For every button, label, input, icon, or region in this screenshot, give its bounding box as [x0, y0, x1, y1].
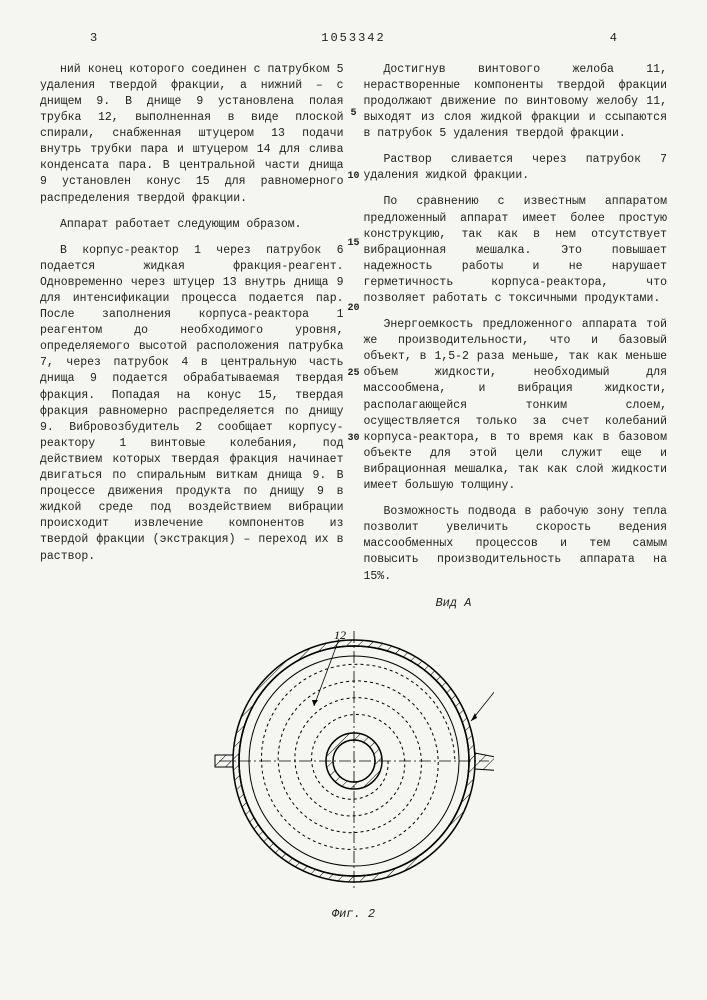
page-header: 3 1053342 4: [40, 30, 667, 47]
paragraph: По сравнению с известным аппаратом предл…: [364, 194, 668, 307]
paragraph: Возможность подвода в рабочую зону тепла…: [364, 504, 668, 584]
page-number-left: 3: [90, 30, 97, 47]
line-number: 15: [347, 237, 359, 251]
paragraph: В корпус-реактор 1 через патрубок 6 пода…: [40, 243, 344, 565]
line-number: 10: [347, 170, 359, 184]
paragraph: ний конец которого соединен с патрубком …: [40, 62, 344, 207]
figure-diagram: 121: [214, 631, 494, 891]
text-columns: ний конец которого соединен с патрубком …: [40, 62, 667, 595]
line-number: 20: [347, 302, 359, 316]
figure-view-label: Вид А: [40, 595, 667, 612]
paragraph: Аппарат работает следующим образом.: [40, 217, 344, 233]
line-number: 5: [350, 107, 356, 121]
document-number: 1053342: [321, 30, 385, 47]
line-number: 30: [347, 432, 359, 446]
svg-text:12: 12: [334, 631, 346, 642]
paragraph: Энергоемкость предложенного аппарата той…: [364, 317, 668, 494]
left-column: ний конец которого соединен с патрубком …: [40, 62, 344, 595]
figure-container: 121 Фиг. 2: [40, 631, 667, 922]
paragraph: Достигнув винтового желоба 11, нераствор…: [364, 62, 668, 142]
paragraph: Раствор сливается через патрубок 7 удале…: [364, 152, 668, 184]
figure-caption: Фиг. 2: [40, 906, 667, 923]
page-number-right: 4: [610, 30, 617, 47]
line-number: 25: [347, 367, 359, 381]
right-column: Достигнув винтового желоба 11, нераствор…: [364, 62, 668, 595]
content-area: 5 10 15 20 25 30 ний конец которого соед…: [40, 62, 667, 595]
